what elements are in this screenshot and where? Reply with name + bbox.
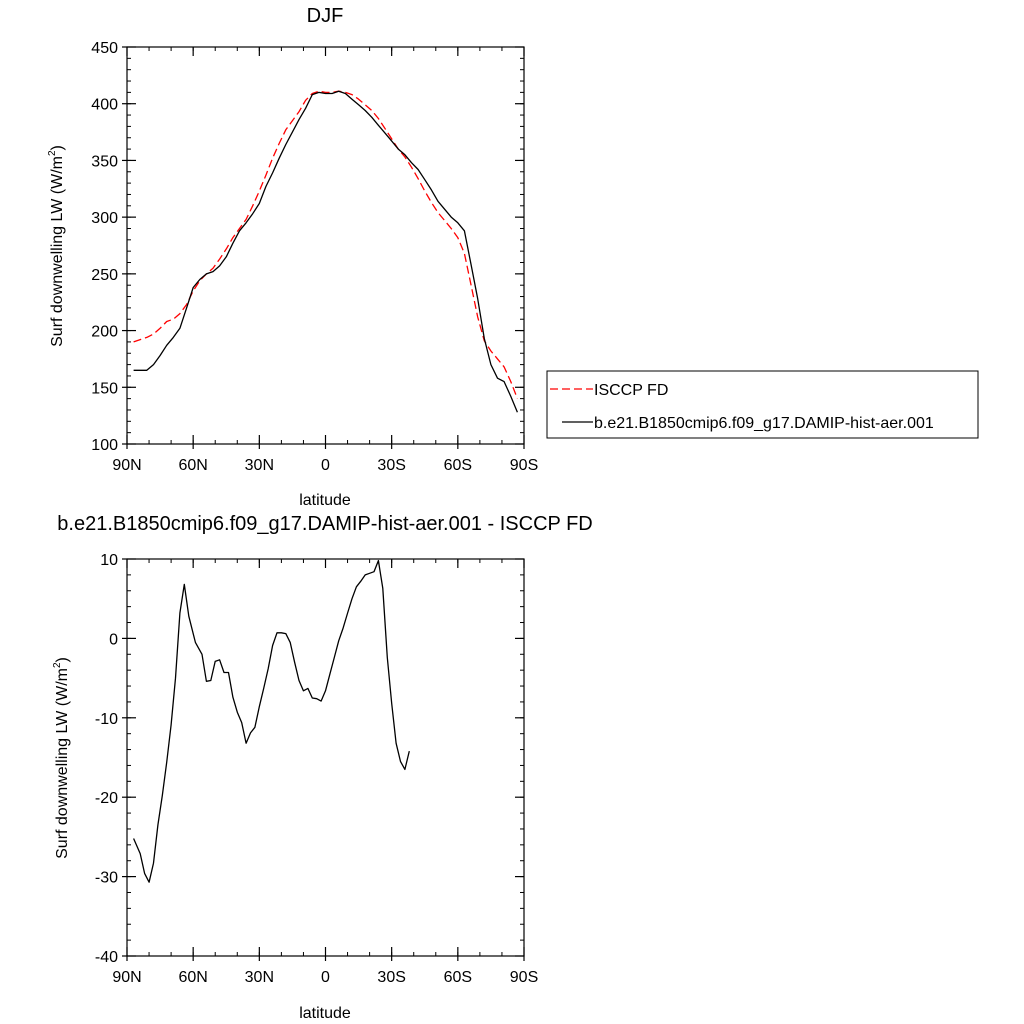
plot-frame [126,558,525,957]
x-tick-label: 90S [510,457,538,474]
y-axis-label: Surf downwelling LW (W/m2) [52,657,71,859]
legend-label-model: b.e21.B1850cmip6.f09_g17.DAMIP-hist-aer.… [594,415,934,432]
y-tick-label: 450 [91,40,118,57]
y-tick-label: 150 [91,380,118,397]
x-tick-label: 60S [444,969,472,986]
series-line-difference [133,559,410,883]
y-tick-label: 0 [109,631,118,648]
x-tick-label: 90N [112,457,141,474]
y-tick-label: -40 [95,949,118,966]
x-tick-label: 60S [444,457,472,474]
series-lines [133,90,519,413]
y-axis-label-sup: 2 [47,150,58,156]
series-line-isccp-fd [133,90,519,399]
y-axis-label-close: ) [54,657,71,662]
chart-title: b.e21.B1850cmip6.f09_g17.DAMIP-hist-aer.… [57,513,592,535]
y-tick-label: -10 [95,711,118,728]
y-tick-label: 100 [91,437,118,454]
series-lines [133,559,410,883]
y-axis-label: Surf downwelling LW (W/m2) [47,145,66,347]
x-axis-label: latitude [299,492,351,509]
x-tick-label: 30N [245,969,274,986]
y-tick-label: 300 [91,210,118,227]
legend-box [546,370,979,439]
panel-difference: b.e21.B1850cmip6.f09_g17.DAMIP-hist-aer.… [52,513,593,1022]
y-tick-label: -30 [95,870,118,887]
y-tick-label: 250 [91,267,118,284]
y-tick-label: 400 [91,97,118,114]
x-tick-label: 60N [178,969,207,986]
legend: ISCCP FD b.e21.B1850cmip6.f09_g17.DAMIP-… [546,370,979,439]
y-axis-label-main: Surf downwelling LW (W/m [54,668,71,859]
panel-djf: DJF 90N 60N 30N 0 30S 60S 90S 100 150 200 250 300 35… [47,5,979,509]
y-tick-label: -20 [95,790,118,807]
chart-title: DJF [307,5,344,27]
x-tick-label: 30N [245,457,274,474]
x-tick-label: 90N [112,969,141,986]
axis-ticks: 90N 60N 30N 0 30S 60S 90S -40 -30 -20 -10 0 10 [95,552,538,986]
x-tick-label: 60N [178,457,207,474]
y-tick-label: 10 [100,552,118,569]
series-line-model [133,90,518,413]
y-tick-label: 200 [91,324,118,341]
x-tick-label: 0 [321,457,330,474]
y-axis-label-close: ) [49,145,66,150]
x-axis-label: latitude [299,1005,351,1022]
y-axis-label-sup: 2 [52,662,63,668]
y-tick-label: 350 [91,153,118,170]
x-tick-label: 30S [377,457,405,474]
x-tick-label: 90S [510,969,538,986]
x-tick-label: 30S [377,969,405,986]
legend-label-isccp: ISCCP FD [594,382,668,399]
plot-frame [126,46,525,445]
y-axis-label-main: Surf downwelling LW (W/m [49,156,66,347]
axis-ticks: 90N 60N 30N 0 30S 60S 90S 100 150 200 250 300 350 400… [91,40,538,474]
x-tick-label: 0 [321,969,330,986]
